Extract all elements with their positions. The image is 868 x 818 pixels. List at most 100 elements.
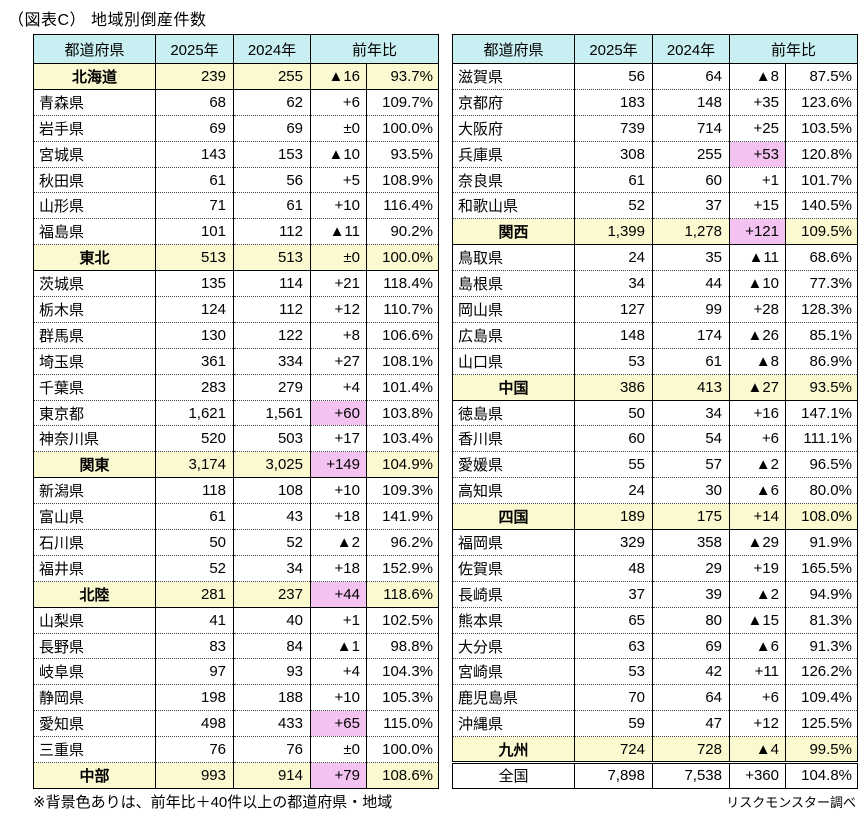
value-2025-cell: 69 xyxy=(155,115,234,142)
yoy-ratio-cell: 118.6% xyxy=(366,581,439,608)
region-name-cell: 関東 xyxy=(33,451,156,479)
pref-name-cell: 京都府 xyxy=(452,89,575,116)
table-row: 和歌山県 52 37 +15 140.5% xyxy=(452,192,858,220)
value-2025-cell: 55 xyxy=(574,451,653,479)
yoy-diff-cell: +6 xyxy=(729,684,786,712)
yoy-ratio-cell: 111.1% xyxy=(785,425,858,453)
value-2024-cell: 914 xyxy=(233,762,311,789)
yoy-ratio-cell: 103.8% xyxy=(366,400,439,427)
value-2025-cell: 183 xyxy=(574,89,653,116)
value-2025-cell: 7,898 xyxy=(574,762,653,789)
pref-name-cell: 岐阜県 xyxy=(33,658,156,686)
value-2025-cell: 124 xyxy=(155,296,234,323)
region-summary-row: 九州 724 728 ▲4 99.5% xyxy=(452,736,858,765)
yoy-diff-cell: ▲16 xyxy=(310,63,367,90)
table-row: 徳島県 50 34 +16 147.1% xyxy=(452,400,858,427)
table-row: 香川県 60 54 +6 111.1% xyxy=(452,425,858,453)
region-summary-row: 中部 993 914 +79 108.6% xyxy=(33,762,439,789)
yoy-diff-cell: +4 xyxy=(310,658,367,686)
pref-name-cell: 沖縄県 xyxy=(452,710,575,738)
table-row: 千葉県 283 279 +4 101.4% xyxy=(33,374,439,401)
yoy-diff-cell: +1 xyxy=(310,607,367,634)
value-2024-cell: 7,538 xyxy=(652,762,730,789)
pref-name-cell: 三重県 xyxy=(33,736,156,764)
value-2025-cell: 41 xyxy=(155,607,234,634)
pref-name-cell: 千葉県 xyxy=(33,374,156,401)
region-summary-row: 北陸 281 237 +44 118.6% xyxy=(33,581,439,608)
value-2024-cell: 61 xyxy=(233,192,311,220)
yoy-ratio-cell: 120.8% xyxy=(785,141,858,168)
value-2025-cell: 724 xyxy=(574,736,653,765)
value-2025-cell: 189 xyxy=(574,503,653,531)
yoy-ratio-cell: 106.6% xyxy=(366,322,439,349)
pref-name-cell: 新潟県 xyxy=(33,477,156,505)
region-summary-row: 関西 1,399 1,278 +121 109.5% xyxy=(452,218,858,246)
yoy-diff-cell: +18 xyxy=(310,555,367,582)
value-2025-cell: 37 xyxy=(574,581,653,608)
yoy-diff-cell: ▲8 xyxy=(729,63,786,90)
pref-name-cell: 神奈川県 xyxy=(33,425,156,453)
value-2024-cell: 279 xyxy=(233,374,311,401)
value-2024-cell: 503 xyxy=(233,425,311,453)
pref-name-cell: 山梨県 xyxy=(33,607,156,634)
header-row: 都道府県 2025年 2024年 前年比 xyxy=(452,34,858,64)
table-row: 山梨県 41 40 +1 102.5% xyxy=(33,607,439,634)
value-2025-cell: 59 xyxy=(574,710,653,738)
yoy-diff-cell: +27 xyxy=(310,348,367,375)
yoy-ratio-cell: 109.5% xyxy=(785,218,858,246)
yoy-ratio-cell: 80.0% xyxy=(785,477,858,505)
value-2025-cell: 498 xyxy=(155,710,234,738)
value-2024-cell: 93 xyxy=(233,658,311,686)
yoy-diff-cell: ▲29 xyxy=(729,529,786,556)
value-2024-cell: 99 xyxy=(652,296,730,323)
col-header-prefecture: 都道府県 xyxy=(452,34,575,64)
value-2024-cell: 513 xyxy=(233,244,311,272)
region-summary-row: 東北 513 513 ±0 100.0% xyxy=(33,244,439,272)
pref-name-cell: 埼玉県 xyxy=(33,348,156,375)
yoy-ratio-cell: 140.5% xyxy=(785,192,858,220)
value-2024-cell: 174 xyxy=(652,322,730,349)
yoy-diff-cell: ▲11 xyxy=(729,244,786,272)
value-2024-cell: 43 xyxy=(233,503,311,531)
pref-name-cell: 秋田県 xyxy=(33,167,156,194)
pref-name-cell: 兵庫県 xyxy=(452,141,575,168)
yoy-diff-cell: +8 xyxy=(310,322,367,349)
yoy-diff-cell: +65 xyxy=(310,710,367,738)
value-2024-cell: 44 xyxy=(652,270,730,298)
value-2025-cell: 3,174 xyxy=(155,451,234,479)
yoy-ratio-cell: 81.3% xyxy=(785,607,858,634)
pref-name-cell: 山形県 xyxy=(33,192,156,220)
pref-name-cell: 大分県 xyxy=(452,633,575,660)
value-2024-cell: 61 xyxy=(652,348,730,375)
value-2024-cell: 114 xyxy=(233,270,311,298)
yoy-ratio-cell: 115.0% xyxy=(366,710,439,738)
pref-name-cell: 広島県 xyxy=(452,322,575,349)
yoy-ratio-cell: 152.9% xyxy=(366,555,439,582)
value-2025-cell: 329 xyxy=(574,529,653,556)
table-row: 神奈川県 520 503 +17 103.4% xyxy=(33,425,439,453)
value-2025-cell: 53 xyxy=(574,658,653,686)
value-2025-cell: 198 xyxy=(155,684,234,712)
yoy-ratio-cell: 108.0% xyxy=(785,503,858,531)
table-row: 大阪府 739 714 +25 103.5% xyxy=(452,115,858,142)
value-2024-cell: 108 xyxy=(233,477,311,505)
yoy-diff-cell: +60 xyxy=(310,400,367,427)
yoy-diff-cell: ▲4 xyxy=(729,736,786,765)
table-row: 兵庫県 308 255 +53 120.8% xyxy=(452,141,858,168)
pref-name-cell: 岩手県 xyxy=(33,115,156,142)
yoy-ratio-cell: 96.5% xyxy=(785,451,858,479)
value-2025-cell: 386 xyxy=(574,374,653,401)
yoy-diff-cell: ▲10 xyxy=(729,270,786,298)
pref-name-cell: 長野県 xyxy=(33,633,156,660)
yoy-diff-cell: +6 xyxy=(310,89,367,116)
yoy-diff-cell: +1 xyxy=(729,167,786,194)
pref-name-cell: 山口県 xyxy=(452,348,575,375)
col-header-2025: 2025年 xyxy=(574,34,653,64)
value-2025-cell: 61 xyxy=(574,167,653,194)
value-2024-cell: 60 xyxy=(652,167,730,194)
yoy-diff-cell: +25 xyxy=(729,115,786,142)
value-2025-cell: 76 xyxy=(155,736,234,764)
value-2025-cell: 70 xyxy=(574,684,653,712)
value-2024-cell: 3,025 xyxy=(233,451,311,479)
